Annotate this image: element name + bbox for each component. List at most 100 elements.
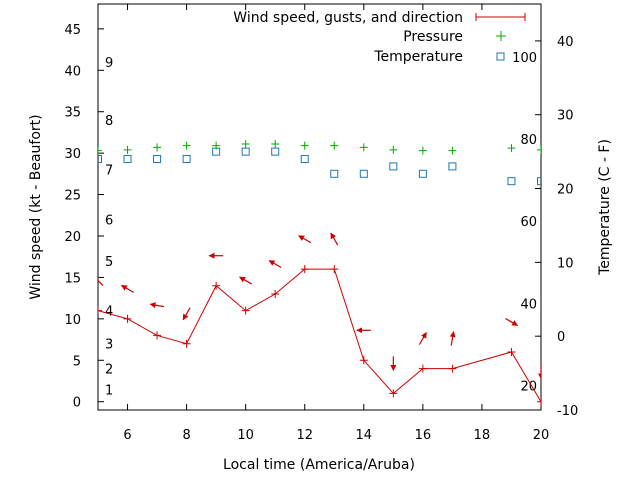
wind-direction-arrow xyxy=(268,259,282,269)
y2-tick-label: 0 xyxy=(557,330,565,345)
temperature-series xyxy=(98,147,541,186)
temperature-point xyxy=(182,155,191,164)
pressure-point xyxy=(389,145,398,154)
beaufort-label: 6 xyxy=(105,213,113,228)
temperature-point xyxy=(537,177,541,186)
pressure-point xyxy=(330,141,339,150)
wind-direction-arrow xyxy=(182,307,191,321)
wind-direction-arrows xyxy=(98,232,541,380)
wind-direction-arrow xyxy=(239,276,253,285)
pressure-point xyxy=(418,146,427,155)
y-tick-label: 25 xyxy=(64,189,81,204)
legend-symbol-pressure xyxy=(496,31,506,41)
wind-speed-series xyxy=(98,265,541,406)
plot-frame xyxy=(97,3,542,411)
x-tick-label: 10 xyxy=(237,428,254,443)
wind-speed-point xyxy=(389,389,398,398)
legend: Wind speed, gusts, and direction Pressur… xyxy=(233,10,526,65)
plot-area xyxy=(98,140,541,406)
x-tick-label: 18 xyxy=(474,428,491,443)
x-tick-label: 20 xyxy=(533,428,550,443)
pressure-point xyxy=(271,140,280,149)
beaufort-label: 9 xyxy=(105,56,113,71)
wind-direction-arrow xyxy=(330,232,339,246)
x-tick-label: 12 xyxy=(296,428,313,443)
beaufort-label: 5 xyxy=(105,255,113,270)
temperature-point xyxy=(123,155,132,164)
pressure-point xyxy=(300,141,309,150)
pressure-point xyxy=(241,140,250,149)
temperature-point xyxy=(418,169,427,178)
pressure-point xyxy=(98,146,102,155)
x-axis-title: Local time (America/Aruba) xyxy=(223,457,415,473)
fahrenheit-scale-labels: 20 40 60 80 100 xyxy=(512,51,537,394)
x-tick-label: 16 xyxy=(415,428,432,443)
y-tick-label: 5 xyxy=(73,354,81,369)
wind-speed-point xyxy=(418,364,427,373)
fahrenheit-label: 20 xyxy=(520,380,537,395)
temperature-point xyxy=(153,155,162,164)
y-tick-label: 10 xyxy=(64,313,81,328)
fahrenheit-label: 40 xyxy=(520,298,537,313)
wind-speed-point xyxy=(448,364,457,373)
pressure-point xyxy=(182,141,191,150)
beaufort-label: 2 xyxy=(105,363,113,378)
y2-tick-label: -10 xyxy=(557,404,578,419)
y2-tick-label: 10 xyxy=(557,256,574,271)
y-tick-label: 20 xyxy=(64,230,81,245)
wind-speed-point xyxy=(330,265,339,274)
temperature-point xyxy=(389,162,398,171)
wind-direction-arrow xyxy=(298,235,312,244)
legend-symbol-wind xyxy=(475,13,526,21)
wind-direction-arrow xyxy=(505,317,519,327)
x-tick-label: 6 xyxy=(123,428,131,443)
fahrenheit-label: 80 xyxy=(520,133,537,148)
wind-direction-arrow xyxy=(449,331,456,346)
beaufort-label: 3 xyxy=(105,338,113,353)
legend-symbol-temperature xyxy=(496,52,505,61)
wind-speed-point xyxy=(123,314,132,323)
wind-direction-arrow xyxy=(120,284,134,293)
pressure-series xyxy=(98,140,541,155)
fahrenheit-label: 100 xyxy=(512,51,537,66)
temperature-point xyxy=(300,155,309,164)
y2-tick-label: 30 xyxy=(557,109,574,124)
y-tick-label: 0 xyxy=(73,396,81,411)
x-tick-label: 14 xyxy=(356,428,373,443)
temperature-point xyxy=(241,147,250,156)
y2-tick-label: 20 xyxy=(557,183,574,198)
legend-label-pressure: Pressure xyxy=(403,29,463,45)
pressure-point xyxy=(448,146,457,155)
wind-speed-point xyxy=(271,290,280,298)
y-tick-label: 35 xyxy=(64,106,81,121)
wind-speed-point xyxy=(212,281,221,290)
legend-label-temperature: Temperature xyxy=(373,49,463,65)
x-axis-ticks: 6 8 10 12 14 16 18 20 xyxy=(123,4,549,443)
wind-speed-point xyxy=(182,339,191,348)
beaufort-label: 1 xyxy=(105,383,113,398)
wind-direction-arrow xyxy=(98,275,104,286)
beaufort-scale-labels: 1 2 3 4 5 6 7 8 9 xyxy=(105,56,113,398)
wind-direction-arrow xyxy=(418,331,427,345)
x-tick-label: 8 xyxy=(182,428,190,443)
fahrenheit-label: 60 xyxy=(520,215,537,230)
beaufort-label: 4 xyxy=(105,305,113,320)
wind-speed-point xyxy=(507,348,516,356)
wind-speed-point xyxy=(153,331,162,340)
beaufort-label: 8 xyxy=(105,114,113,129)
y2-axis-title: Temperature (C - F) xyxy=(597,139,613,276)
wind-speed-point xyxy=(98,306,102,315)
y-axis-title: Wind speed (kt - Beaufort) xyxy=(28,114,44,299)
pressure-point xyxy=(359,143,368,152)
beaufort-label: 7 xyxy=(105,164,113,179)
y-tick-label: 40 xyxy=(64,64,81,79)
wind-speed-point xyxy=(300,265,309,274)
legend-label-wind: Wind speed, gusts, and direction xyxy=(233,10,463,26)
wind-speed-point xyxy=(537,397,541,406)
y-tick-label: 30 xyxy=(64,147,81,162)
temperature-point xyxy=(98,155,102,164)
pressure-point xyxy=(212,141,221,150)
wind-speed-point xyxy=(241,306,250,315)
wind-direction-arrow xyxy=(149,302,165,309)
